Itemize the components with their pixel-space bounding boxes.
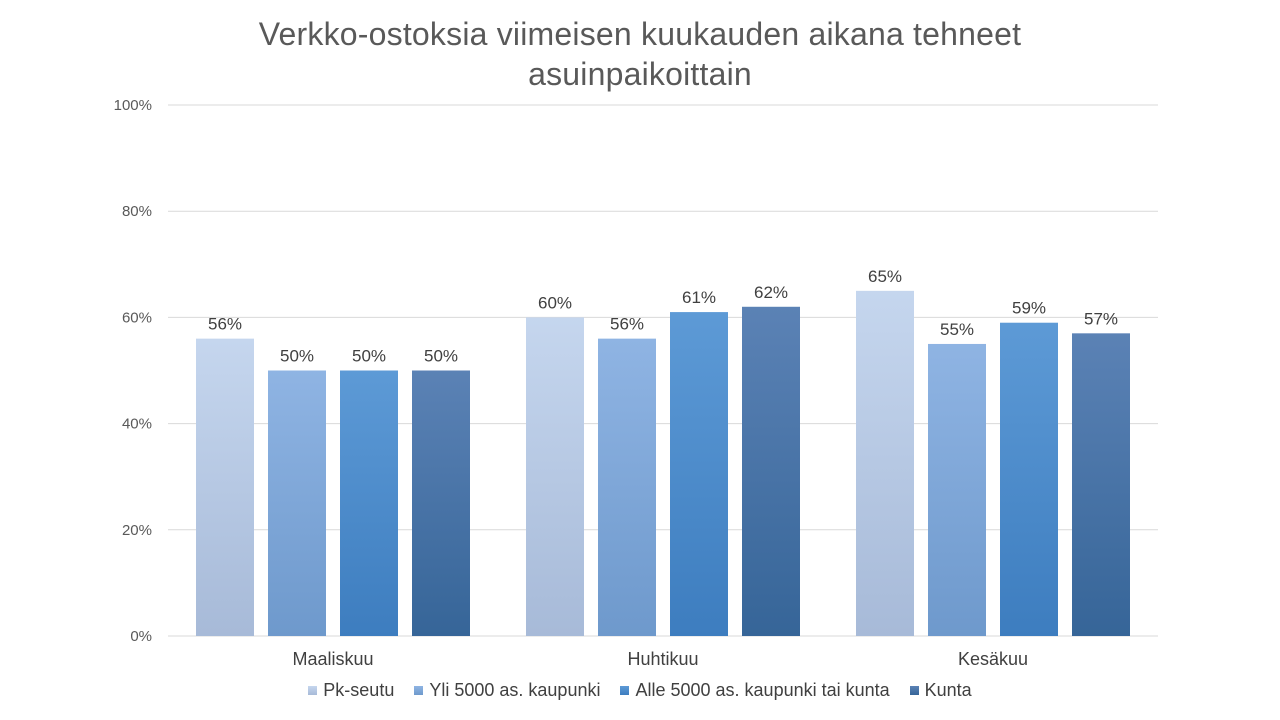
gridlines <box>168 104 1158 637</box>
data-labels: 56% 50% 50% 50% 60% 56% 61% 62% 65% 55% 59% 57% <box>208 267 1118 366</box>
bars <box>196 290 1130 636</box>
y-axis-ticks: 0% 20% 40% 60% 80% 100% <box>114 97 152 645</box>
bar <box>1000 322 1058 636</box>
bar <box>928 343 986 636</box>
legend-swatch <box>414 686 424 695</box>
y-tick-label: 40% <box>122 416 152 433</box>
bar <box>1072 333 1130 636</box>
legend-item-yli-5000: Yli 5000 as. kaupunki <box>414 680 600 701</box>
chart-title: Verkko-ostoksia viimeisen kuukauden aika… <box>0 14 1280 94</box>
data-label: 56% <box>610 315 644 334</box>
bar <box>526 317 584 636</box>
chart-title-line-2: asuinpaikoittain <box>528 56 752 92</box>
legend-swatch <box>308 686 318 695</box>
legend-item-pk-seutu: Pk-seutu <box>308 680 394 701</box>
legend-swatch <box>909 686 919 695</box>
y-tick-label: 0% <box>130 628 152 645</box>
bar <box>670 312 728 636</box>
bar <box>598 338 656 636</box>
bar <box>412 370 470 636</box>
x-category-label: Kesäkuu <box>958 649 1028 669</box>
data-label: 50% <box>280 347 314 366</box>
y-tick-label: 80% <box>122 203 152 220</box>
data-label: 65% <box>868 267 902 286</box>
y-tick-label: 60% <box>122 309 152 326</box>
data-label: 56% <box>208 315 242 334</box>
legend-item-kunta: Kunta <box>909 680 972 701</box>
data-label: 61% <box>682 288 716 307</box>
legend-label: Alle 5000 as. kaupunki tai kunta <box>635 680 890 700</box>
bar <box>340 370 398 636</box>
legend-label: Yli 5000 as. kaupunki <box>429 680 601 700</box>
bar <box>268 370 326 636</box>
data-label: 60% <box>538 293 572 312</box>
legend-item-alle-5000: Alle 5000 as. kaupunki tai kunta <box>620 680 890 701</box>
chart-title-line-1: Verkko-ostoksia viimeisen kuukauden aika… <box>258 16 1022 52</box>
legend: Pk-seutu Yli 5000 as. kaupunki Alle 5000… <box>0 680 1280 701</box>
x-axis-categories: Maaliskuu Huhtikuu Kesäkuu <box>292 649 1028 669</box>
data-label: 50% <box>352 347 386 366</box>
bar <box>196 338 254 636</box>
bar <box>742 306 800 636</box>
y-tick-label: 20% <box>122 522 152 539</box>
data-label: 59% <box>1012 299 1046 318</box>
legend-swatch <box>620 686 630 695</box>
data-label: 50% <box>424 347 458 366</box>
x-category-label: Maaliskuu <box>292 649 373 669</box>
y-tick-label: 100% <box>114 97 152 114</box>
bar <box>856 290 914 636</box>
legend-label: Kunta <box>924 680 972 700</box>
x-category-label: Huhtikuu <box>627 649 698 669</box>
data-label: 55% <box>940 320 974 339</box>
data-label: 62% <box>754 283 788 302</box>
data-label: 57% <box>1084 309 1118 328</box>
legend-label: Pk-seutu <box>323 680 395 700</box>
